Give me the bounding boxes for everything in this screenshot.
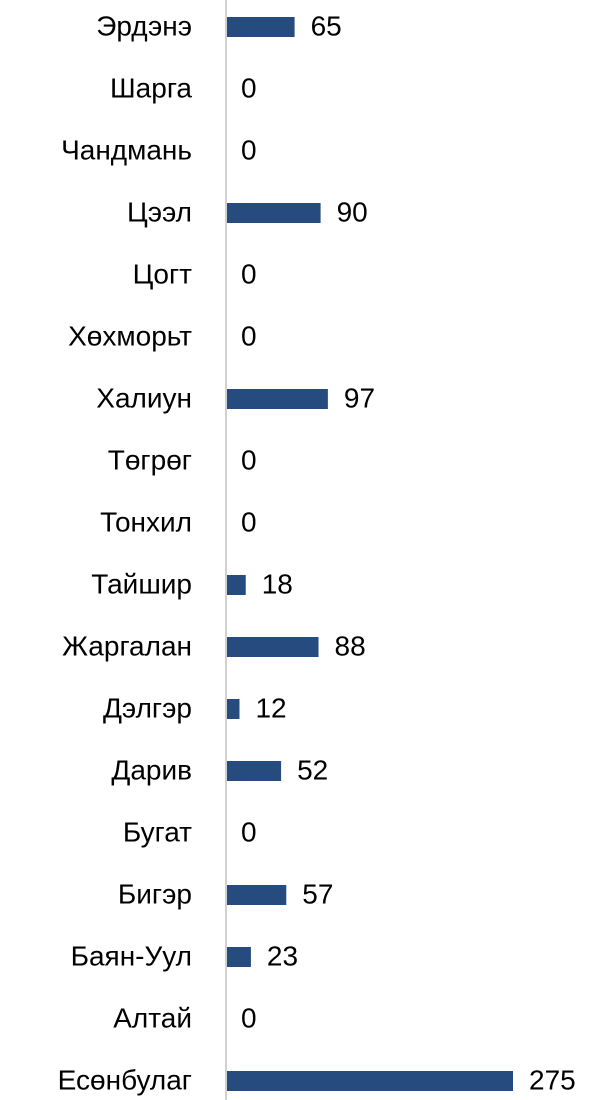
category-label: Жаргалан	[62, 630, 192, 661]
value-label: 18	[262, 568, 293, 599]
category-label: Төгрөг	[108, 444, 192, 475]
value-label: 0	[241, 258, 257, 289]
value-label: 65	[311, 10, 342, 41]
category-label: Бигэр	[118, 878, 192, 909]
category-label: Есөнбулаг	[58, 1064, 192, 1095]
category-label: Тайшир	[91, 568, 192, 599]
bar	[227, 637, 319, 657]
category-label: Хөхморьт	[68, 320, 192, 351]
value-label: 0	[241, 320, 257, 351]
category-label: Бугат	[123, 816, 192, 847]
category-label: Чандмань	[61, 134, 192, 165]
value-label: 97	[344, 382, 375, 413]
value-label: 0	[241, 134, 257, 165]
value-label: 0	[241, 72, 257, 103]
bar	[227, 389, 328, 409]
value-label: 275	[529, 1064, 576, 1095]
category-label: Баян-Уул	[71, 940, 192, 971]
category-label: Дэлгэр	[103, 692, 192, 723]
category-label: Цогт	[133, 258, 192, 289]
value-label: 12	[255, 692, 286, 723]
category-label: Дарив	[111, 754, 192, 785]
bar	[227, 885, 287, 905]
value-label: 88	[335, 630, 366, 661]
category-label: Халиун	[96, 382, 192, 413]
value-label: 90	[337, 196, 368, 227]
value-label: 0	[241, 506, 257, 537]
bar	[227, 1071, 513, 1091]
category-label: Цээл	[127, 196, 192, 227]
bar	[227, 17, 295, 37]
bar	[227, 761, 282, 781]
bar	[227, 575, 246, 595]
category-label: Тонхил	[100, 506, 192, 537]
value-label: 57	[302, 878, 333, 909]
value-label: 0	[241, 816, 257, 847]
bar	[227, 947, 251, 967]
value-label: 52	[297, 754, 328, 785]
category-label: Алтай	[113, 1002, 192, 1033]
bar	[227, 699, 240, 719]
category-label: Эрдэнэ	[96, 10, 192, 41]
bar	[227, 203, 321, 223]
value-label: 0	[241, 444, 257, 475]
value-label: 23	[267, 940, 298, 971]
category-label: Шарга	[110, 72, 192, 103]
value-label: 0	[241, 1002, 257, 1033]
